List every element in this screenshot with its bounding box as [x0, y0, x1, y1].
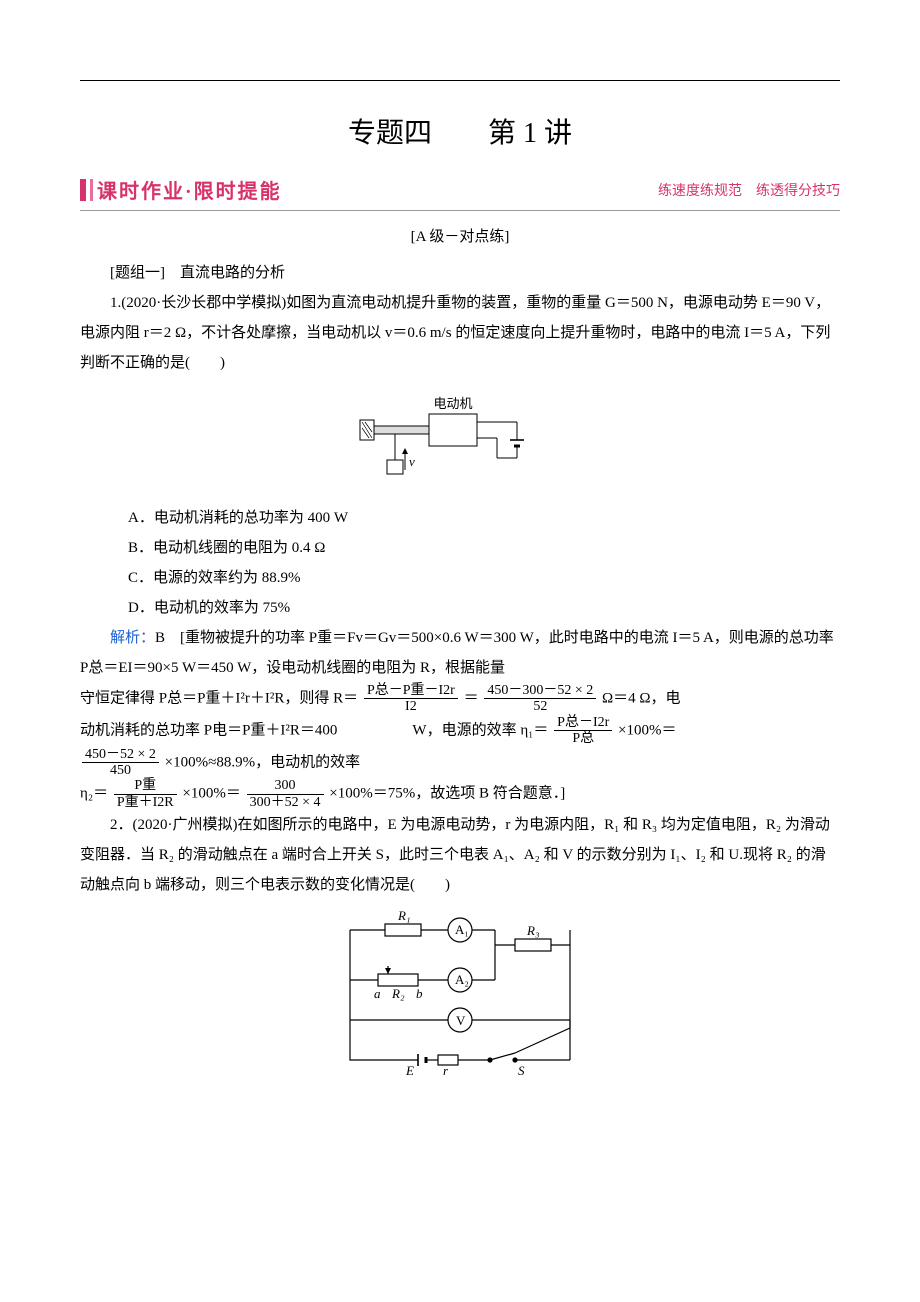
jiexi-d: ×100%≈88.9%，电动机的效率: [165, 754, 360, 770]
frac1-num: P总－P重－I2r: [364, 683, 458, 699]
lbl-A2: A₂: [455, 972, 469, 987]
frac6-num: 300: [247, 778, 324, 794]
lbl-R1: R₁: [397, 910, 410, 923]
frac1: P总－P重－I2r I2: [364, 683, 458, 715]
section-subtitle: 练速度练规范 练透得分技巧: [658, 180, 840, 200]
q1-solution-c: 动机消耗的总功率 P电＝P重＋I²R＝400 W，电源的效率 η₁＝ P总－I2…: [80, 715, 840, 747]
q1-solution-d: 450－52 × 2 450 ×100%≈88.9%，电动机的效率: [80, 747, 840, 779]
jiexi-answer: B: [155, 630, 165, 646]
q1-solution-b: 守恒定律得 P总＝P重＋I²r＋I²R，则得 R＝ P总－P重－I2r I2 ＝…: [80, 683, 840, 715]
circuit-diagram-svg: R₁ R₃ A₁ A₂ V a R₂ b E r S: [330, 910, 590, 1080]
section-title: 课时作业·限时提能: [97, 175, 282, 204]
accent-bar-1: [80, 179, 86, 201]
jiexi-b1: 守恒定律得 P总＝P重＋I²r＋I²R，则得 R＝: [80, 690, 358, 706]
lbl-b: b: [416, 986, 423, 1001]
motor-label: 电动机: [433, 396, 472, 411]
lbl-R3: R₃: [526, 923, 539, 938]
lbl-A1: A₁: [455, 922, 469, 937]
frac4: 450－52 × 2 450: [82, 747, 159, 779]
frac3: P总－I2r P总: [554, 715, 612, 747]
frac2-num: 450－300－52 × 2: [484, 683, 596, 699]
section-left: 课时作业·限时提能: [80, 175, 282, 204]
accent-bar-2: [90, 179, 93, 201]
frac2-den: 52: [484, 699, 596, 714]
section-header: 课时作业·限时提能 练速度练规范 练透得分技巧: [80, 175, 840, 204]
jiexi-c1: 动机消耗的总功率 P电＝P重＋I²R＝400 W，电源的效率 η₁＝: [80, 722, 548, 738]
page-title: 专题四 第 1 讲: [80, 111, 840, 151]
motor-diagram-svg: 电动机 v: [345, 388, 575, 488]
jiexi-e3: ×100%＝75%，故选项 B 符合题意．]: [329, 786, 565, 802]
q1-optD: D．电动机的效率为 75%: [128, 593, 840, 623]
jiexi-label: 解析：: [110, 630, 155, 646]
jiexi-b2: ＝: [464, 690, 479, 706]
lbl-V: V: [456, 1013, 466, 1028]
q1-solution: 解析：B [重物被提升的功率 P重＝Fv＝Gv＝500×0.6 W＝300 W，…: [80, 623, 840, 683]
q1-stem: 1.(2020·长沙长郡中学模拟)如图为直流电动机提升重物的装置，重物的重量 G…: [80, 288, 840, 378]
q1-optB: B．电动机线圈的电阻为 0.4 Ω: [128, 533, 840, 563]
group-label: [题组一] 直流电路的分析: [80, 258, 840, 288]
frac6: 300 300＋52 × 4: [247, 778, 324, 810]
frac3-num: P总－I2r: [554, 715, 612, 731]
lbl-E: E: [405, 1063, 414, 1078]
top-rule: [80, 80, 840, 81]
lbl-a: a: [374, 986, 381, 1001]
frac5-den: P重＋I2R: [114, 795, 177, 810]
q2-figure: R₁ R₃ A₁ A₂ V a R₂ b E r S: [80, 910, 840, 1085]
frac2: 450－300－52 × 2 52: [484, 683, 596, 715]
jiexi-e2: ×100%＝: [182, 786, 240, 802]
q2-stem: 2．(2020·广州模拟)在如图所示的电路中，E 为电源电动势，r 为电源内阻，…: [80, 810, 840, 900]
frac5: P重 P重＋I2R: [114, 778, 177, 810]
jiexi-text-a: [重物被提升的功率 P重＝Fv＝Gv＝500×0.6 W＝300 W，此时电路中…: [80, 630, 834, 676]
jiexi-b3: Ω＝4 Ω，电: [602, 690, 681, 706]
frac6-den: 300＋52 × 4: [247, 795, 324, 810]
frac4-den: 450: [82, 763, 159, 778]
frac5-num: P重: [114, 778, 177, 794]
jiexi-e1: η₂＝: [80, 786, 108, 802]
section-rule: [80, 210, 840, 211]
fig-v-label: v: [409, 454, 415, 469]
lbl-R2: R₂: [391, 986, 405, 1001]
jiexi-c2: ×100%＝: [618, 722, 676, 738]
q1-optA: A．电动机消耗的总功率为 400 W: [128, 503, 840, 533]
q1-figure: 电动机 v: [80, 388, 840, 493]
frac3-den: P总: [554, 731, 612, 746]
q1-optC: C．电源的效率约为 88.9%: [128, 563, 840, 593]
level-label: [A 级－对点练]: [80, 225, 840, 246]
lbl-S: S: [518, 1063, 525, 1078]
frac4-num: 450－52 × 2: [82, 747, 159, 763]
frac1-den: I2: [364, 699, 458, 714]
q1-solution-e: η₂＝ P重 P重＋I2R ×100%＝ 300 300＋52 × 4 ×100…: [80, 778, 840, 810]
